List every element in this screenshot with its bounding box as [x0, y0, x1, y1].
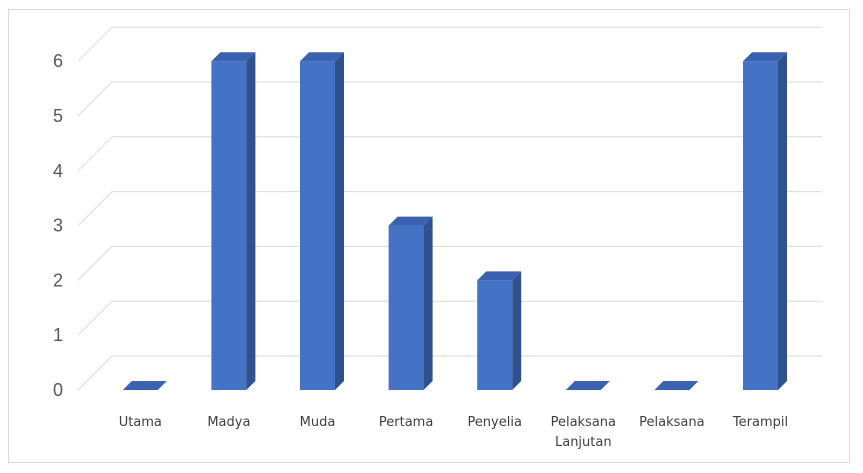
- bar: [654, 381, 699, 390]
- gridline-depth: [77, 246, 113, 281]
- bar: [477, 271, 522, 390]
- bar: [300, 52, 344, 390]
- bar-front: [211, 61, 247, 390]
- y-tick-label: 6: [53, 51, 63, 71]
- bar-front: [300, 61, 335, 390]
- x-tick-label: Terampil: [732, 415, 788, 430]
- bar-top: [388, 216, 433, 226]
- bar-side: [246, 52, 256, 390]
- x-tick-label: Muda: [300, 415, 336, 430]
- bar: [388, 216, 433, 390]
- bar-side: [423, 216, 433, 390]
- bar-top: [300, 52, 344, 62]
- bar-top: [654, 381, 699, 390]
- gridline-depth: [77, 300, 113, 336]
- bar-top: [477, 271, 522, 281]
- gridline-depth: [77, 81, 113, 117]
- bar-top: [211, 52, 256, 62]
- bar: [743, 52, 787, 390]
- y-tick-label: 2: [53, 270, 63, 290]
- bar-front: [477, 280, 513, 390]
- bar-top: [743, 52, 787, 62]
- y-tick-label: 0: [53, 380, 63, 400]
- bars: [122, 52, 787, 390]
- y-axis-ticks: 0 1 2 3 4 5 6: [53, 51, 63, 400]
- y-tick-label: 3: [53, 216, 63, 236]
- x-tick-label: Lanjutan: [555, 435, 612, 450]
- bar-side: [778, 52, 787, 390]
- bar: [211, 52, 256, 390]
- bar-side: [335, 52, 344, 390]
- gridlines: [77, 26, 822, 391]
- bar-front: [743, 61, 778, 390]
- bar-side: [512, 271, 522, 390]
- x-tick-label: Pertama: [379, 415, 433, 430]
- gridline-depth: [77, 26, 113, 62]
- x-tick-label: Pelaksana: [551, 415, 616, 430]
- y-tick-label: 1: [53, 325, 63, 345]
- bar-top: [565, 381, 610, 390]
- bar-front: [388, 225, 424, 390]
- x-tick-label: Utama: [119, 415, 162, 430]
- x-tick-label: Pelaksana: [639, 415, 704, 430]
- x-tick-label: Madya: [207, 415, 250, 430]
- y-tick-label: 5: [53, 106, 63, 126]
- gridline-depth: [77, 136, 113, 172]
- gridline-depth: [77, 355, 113, 391]
- x-tick-label: Penyelia: [467, 415, 522, 430]
- y-tick-label: 4: [53, 161, 63, 181]
- bar-top: [122, 381, 167, 390]
- bar: [565, 381, 610, 390]
- x-axis-ticks: Utama Madya Muda Pertama Penyelia Pelaksana La…: [119, 415, 788, 450]
- bar: [122, 381, 167, 390]
- gridline-depth: [77, 191, 113, 226]
